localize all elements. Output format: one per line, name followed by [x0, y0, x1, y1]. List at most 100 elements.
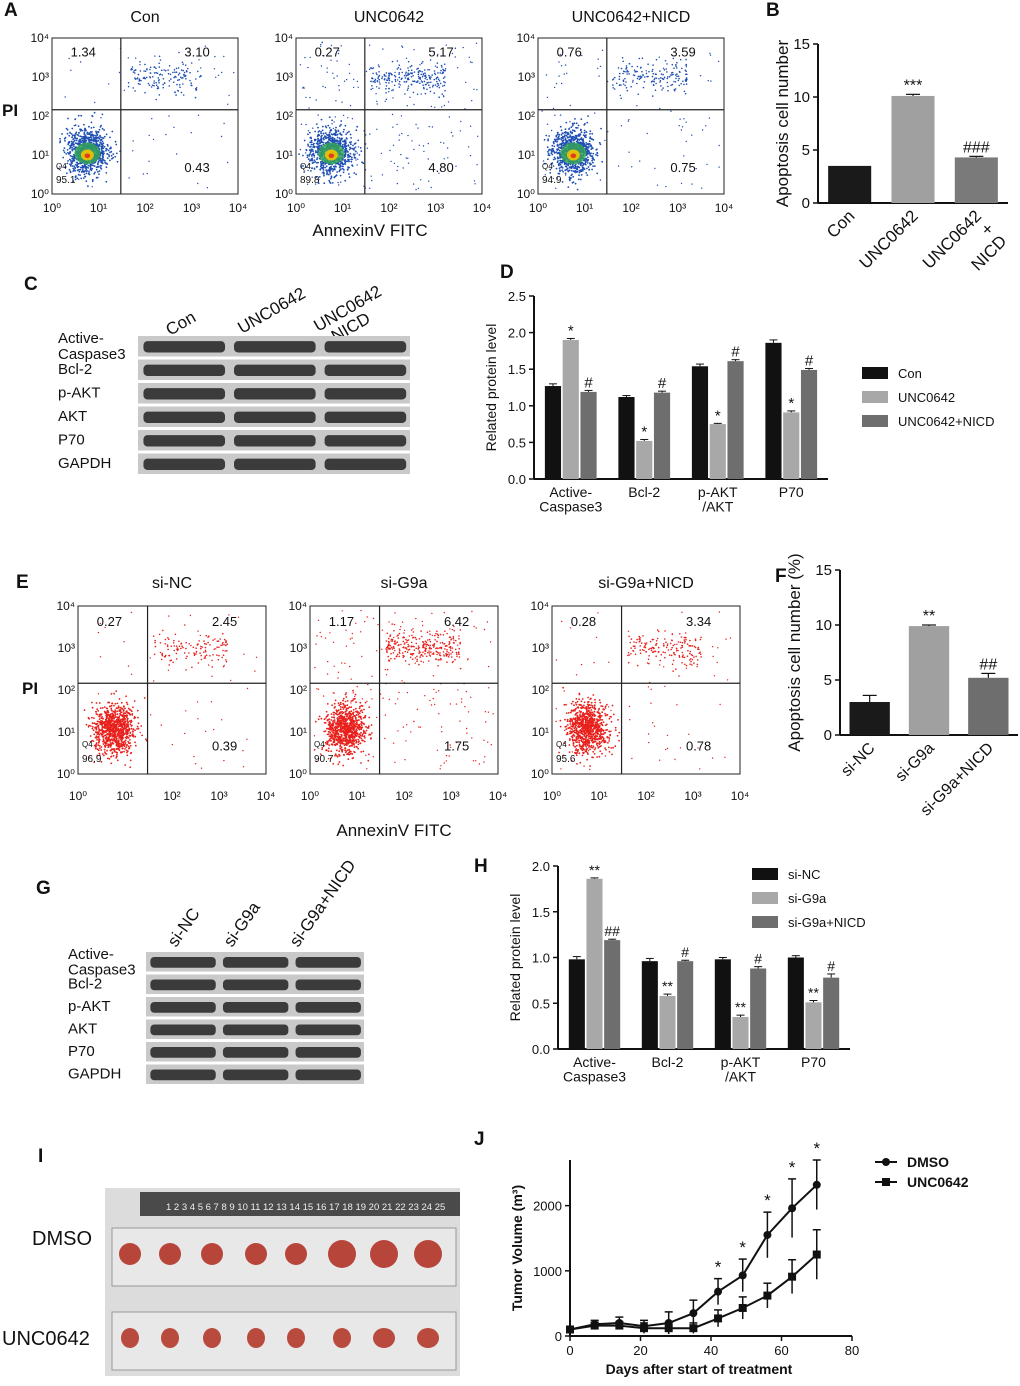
flow-dot	[314, 139, 316, 142]
flow-dot	[86, 170, 89, 172]
flow-dot	[304, 56, 306, 59]
flow-dot	[593, 165, 596, 168]
flow-dot	[389, 149, 391, 152]
panel-letter-B: B	[766, 0, 780, 21]
flow-dot	[390, 160, 392, 163]
flow-dot	[126, 720, 129, 723]
flow-dot	[99, 747, 101, 750]
flow-dot	[685, 83, 688, 85]
flow-dot	[113, 704, 115, 707]
flow-dot	[676, 75, 678, 78]
flow-dot	[212, 728, 215, 731]
flow-dot	[175, 67, 178, 70]
flow-dot	[396, 123, 398, 126]
flow-dot	[627, 71, 630, 73]
flow-dot	[221, 642, 224, 644]
flow-q4-tag: Q4	[56, 162, 67, 171]
flow-dot	[218, 646, 220, 648]
flow-dot	[75, 142, 77, 145]
flow-dot	[78, 131, 80, 134]
flow-dot	[398, 64, 401, 66]
flow-dot	[81, 168, 84, 171]
flow-dot	[565, 141, 568, 144]
flow-dot	[356, 80, 359, 83]
flow-dot	[204, 730, 207, 733]
flow-dot	[121, 726, 124, 729]
flow-dot	[98, 157, 101, 160]
flow-dot	[560, 82, 563, 85]
flow-dot	[129, 739, 131, 741]
flow-dot	[246, 687, 249, 690]
flow-dot	[637, 75, 640, 78]
flow-dot	[128, 746, 131, 749]
flow-dot	[560, 129, 563, 132]
flow-dot	[320, 167, 323, 169]
flow-dot	[120, 739, 123, 741]
flow-dot	[78, 162, 81, 165]
flow-dot	[177, 90, 180, 92]
flow-dot	[372, 87, 374, 90]
flow-dot	[108, 723, 110, 725]
flow-dot	[424, 75, 426, 77]
flow-dot	[338, 163, 341, 166]
flow-dot	[585, 143, 588, 146]
flow-dot	[370, 737, 372, 740]
flow-dot	[92, 729, 95, 732]
flow-dot	[122, 706, 125, 708]
flow-dot	[93, 717, 95, 719]
flow-dot	[188, 652, 190, 654]
flow-dot	[210, 701, 213, 703]
flow-dot	[556, 177, 558, 179]
flow-dot	[558, 167, 561, 170]
flow-dot	[342, 159, 344, 161]
flow-dot	[215, 648, 217, 650]
flow-dot	[337, 702, 340, 705]
flow-dot	[129, 735, 131, 737]
flow-dot	[374, 80, 376, 82]
flow-dot	[104, 730, 107, 733]
flow-dot	[114, 720, 116, 723]
flow-ytick-label: 10¹	[58, 725, 75, 739]
flow-dot	[118, 746, 121, 749]
flow-dot	[168, 115, 170, 117]
flow-dot	[685, 58, 687, 61]
flow-dot	[226, 161, 229, 164]
flow-dot	[565, 121, 568, 124]
flow-dot	[708, 117, 711, 119]
flow-dot	[586, 167, 588, 170]
flow-dot	[564, 142, 567, 145]
flow-dot	[103, 145, 106, 148]
flow-dot	[402, 167, 404, 169]
flow-dot	[96, 731, 99, 734]
flow-dot	[125, 701, 128, 704]
flow-dot	[200, 658, 203, 661]
flow-dot	[97, 744, 100, 747]
flow-dot	[213, 648, 215, 650]
flow-dot	[344, 693, 347, 696]
flow-dot	[118, 735, 120, 738]
flow-dot	[349, 133, 352, 136]
flow-dot	[652, 72, 654, 75]
flow-dot	[101, 113, 104, 116]
flow-dot	[122, 728, 125, 731]
flow-dot	[348, 173, 350, 175]
flow-dot	[95, 168, 98, 171]
flow-dot	[328, 137, 331, 139]
flow-dot	[685, 77, 688, 79]
flow-dot	[98, 702, 101, 704]
flow-dot	[424, 92, 427, 95]
flow-dot	[180, 91, 183, 94]
flow-dot	[168, 85, 171, 87]
flow-dot	[102, 738, 105, 740]
flow-dot	[584, 134, 586, 137]
flow-dot	[404, 93, 406, 95]
flow-dot	[612, 78, 614, 81]
panel-letter-D: D	[500, 262, 514, 283]
flow-dot	[317, 114, 319, 116]
flow-dot	[195, 650, 198, 653]
flow-dot	[324, 135, 327, 138]
flow-dot	[185, 641, 187, 644]
flow-dot	[133, 700, 136, 702]
flow-dot	[324, 86, 327, 89]
flow-dot	[92, 115, 94, 118]
